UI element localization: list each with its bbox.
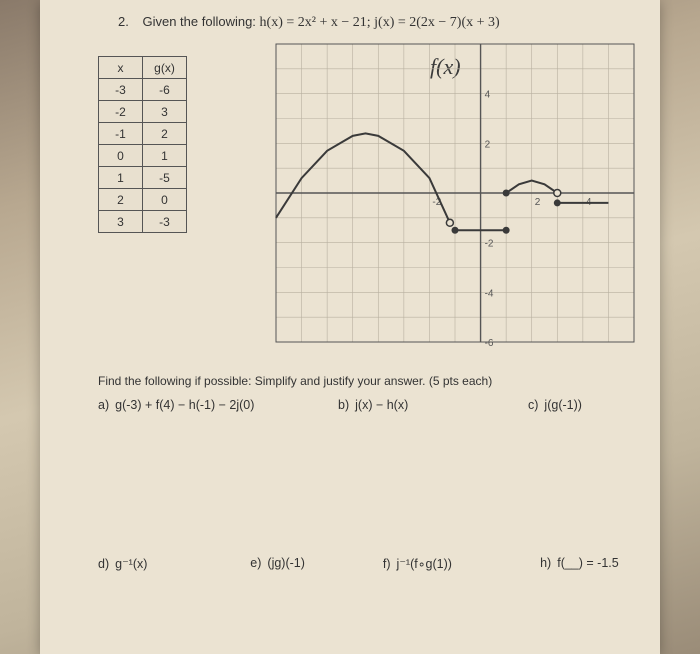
question: c) j(g(-1))	[528, 398, 658, 412]
svg-text:2: 2	[535, 197, 541, 208]
question-label: h)	[540, 556, 551, 570]
question-row-2: d) g⁻¹(x) e) (jg)(-1) f) j⁻¹(f∘g(1)) h) f(__) =…	[98, 556, 658, 571]
table-cell: 3	[99, 211, 143, 233]
question: f) j⁻¹(f∘g(1))	[383, 556, 540, 571]
question-label: a)	[98, 398, 109, 412]
question-label: f)	[383, 557, 391, 571]
gx-table: x g(x) -3-6-23-12011-5203-3	[98, 56, 187, 233]
svg-text:-6: -6	[485, 338, 494, 348]
table-row: 20	[99, 189, 187, 211]
problem-header: 2. Given the following: h(x) = 2x² + x −…	[118, 14, 500, 31]
table-cell: 2	[99, 189, 143, 211]
worksheet-paper: 2. Given the following: h(x) = 2x² + x −…	[40, 0, 660, 654]
question-label: b)	[338, 398, 349, 412]
table-row: -12	[99, 123, 187, 145]
svg-text:-4: -4	[485, 288, 494, 299]
gx-table-wrap: x g(x) -3-6-23-12011-5203-3	[98, 56, 187, 233]
question: e) (jg)(-1)	[250, 556, 383, 571]
table-cell: 0	[99, 145, 143, 167]
question-text: j(g(-1))	[544, 398, 582, 412]
graph-plot: -22424-2-4-6	[270, 38, 640, 348]
question: b) j(x) − h(x)	[338, 398, 528, 412]
table-cell: -3	[143, 211, 187, 233]
table-cell: -5	[143, 167, 187, 189]
table-cell: 2	[143, 123, 187, 145]
table-row: 3-3	[99, 211, 187, 233]
table-row: 01	[99, 145, 187, 167]
question-label: e)	[250, 556, 261, 570]
table-cell: 3	[143, 101, 187, 123]
table-cell: -2	[99, 101, 143, 123]
table-row: -23	[99, 101, 187, 123]
question: h) f(__) = -1.5	[540, 556, 658, 571]
question-row-1: a) g(-3) + f(4) − h(-1) − 2j(0) b) j(x) − h…	[98, 398, 658, 412]
table-row: 1-5	[99, 167, 187, 189]
question-text: j(x) − h(x)	[355, 398, 408, 412]
question: d) g⁻¹(x)	[98, 556, 250, 571]
table-row: -3-6	[99, 79, 187, 101]
svg-text:2: 2	[485, 139, 491, 150]
question-text: g(-3) + f(4) − h(-1) − 2j(0)	[115, 398, 254, 412]
problem-equation: h(x) = 2x² + x − 21; j(x) = 2(2x − 7)(x …	[260, 15, 500, 30]
question-text: f(__) = -1.5	[557, 556, 619, 570]
table-cell: 0	[143, 189, 187, 211]
col-x: x	[99, 57, 143, 79]
table-cell: 1	[143, 145, 187, 167]
question-label: c)	[528, 398, 538, 412]
question: a) g(-3) + f(4) − h(-1) − 2j(0)	[98, 398, 338, 412]
svg-text:4: 4	[485, 90, 491, 101]
question-text: j⁻¹(f∘g(1))	[397, 557, 452, 571]
svg-text:-2: -2	[485, 239, 494, 250]
question-text: (jg)(-1)	[267, 556, 305, 570]
col-gx: g(x)	[143, 57, 187, 79]
table-cell: -1	[99, 123, 143, 145]
problem-number: 2.	[118, 14, 129, 29]
problem-prompt: Given the following:	[142, 14, 255, 29]
table-cell: -6	[143, 79, 187, 101]
table-cell: -3	[99, 79, 143, 101]
table-header-row: x g(x)	[99, 57, 187, 79]
table-cell: 1	[99, 167, 143, 189]
question-label: d)	[98, 557, 109, 571]
question-text: g⁻¹(x)	[115, 557, 147, 571]
instruction-text: Find the following if possible: Simplify…	[98, 374, 492, 388]
